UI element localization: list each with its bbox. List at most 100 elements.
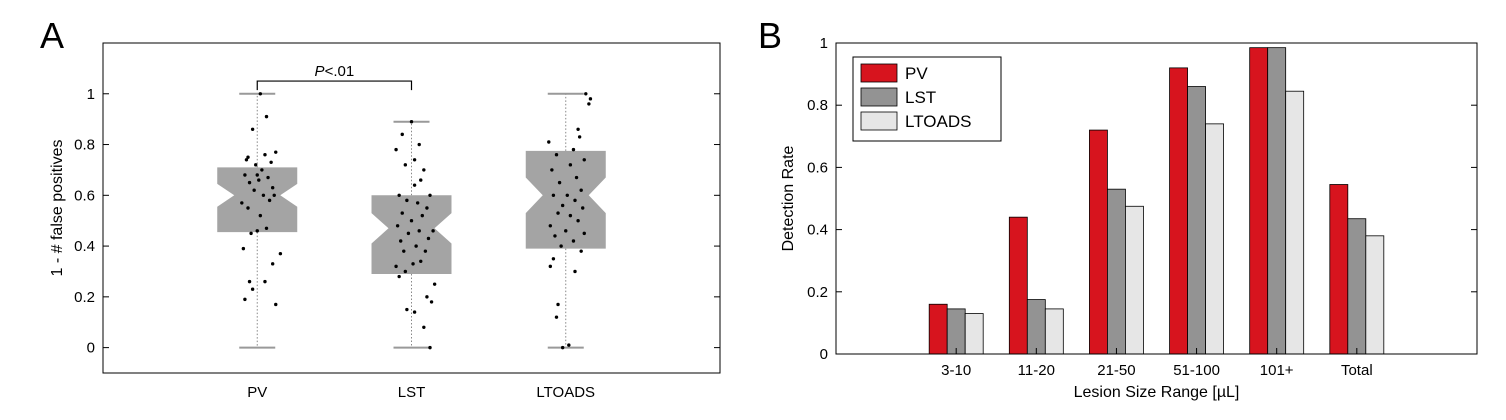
data-point <box>409 218 414 223</box>
y-tick-label: 0.6 <box>807 159 828 176</box>
data-point <box>402 249 406 253</box>
panel-b-axes-frame <box>835 42 1478 355</box>
data-point <box>405 198 409 203</box>
x-tick-label: 3-10 <box>941 362 971 379</box>
x-tick-label: 21-50 <box>1097 362 1135 379</box>
data-point <box>425 206 429 210</box>
data-point <box>576 218 580 223</box>
bar-ltoads <box>1044 308 1064 355</box>
legend-swatch-lst <box>860 87 898 107</box>
data-point <box>579 188 583 192</box>
data-point <box>573 269 577 274</box>
bar-pv <box>1008 216 1028 355</box>
data-point <box>564 229 568 233</box>
data-point <box>567 343 571 347</box>
data-point <box>422 325 426 330</box>
y-tick-label: 0.4 <box>74 238 95 255</box>
data-point <box>571 239 576 243</box>
data-point <box>257 178 261 182</box>
data-point <box>571 147 576 152</box>
y-tick-label: 0 <box>87 340 95 357</box>
data-point <box>428 345 432 350</box>
data-point <box>582 158 586 162</box>
bar-ltoads <box>1365 235 1385 355</box>
data-point <box>249 231 253 236</box>
data-point <box>431 229 435 233</box>
data-point <box>556 211 560 215</box>
data-point <box>263 279 267 284</box>
data-point <box>565 193 569 198</box>
legend-label: LST <box>905 88 936 107</box>
panel-a-letter: A <box>40 15 64 56</box>
bar-pv <box>1169 67 1188 355</box>
y-tick-label: 0.6 <box>74 187 95 204</box>
data-point <box>261 193 266 198</box>
data-point <box>405 307 409 312</box>
data-point <box>584 92 588 96</box>
data-point <box>414 244 418 248</box>
data-point <box>266 175 270 180</box>
panel-b-y-axis-label: Detection Rate <box>780 145 797 251</box>
bar-lst <box>1107 188 1126 355</box>
data-point <box>419 259 423 264</box>
data-point <box>246 206 250 210</box>
y-tick-label: 1 <box>820 35 828 52</box>
data-point <box>420 213 424 218</box>
data-point <box>573 198 577 203</box>
data-point <box>397 274 401 279</box>
panel-a: A 1 - # false positives P<.01 0 0.2 0.4 0.6… <box>40 15 721 401</box>
y-tick-label: 0.2 <box>807 284 828 301</box>
x-tick-label: LST <box>398 384 426 401</box>
data-point <box>588 97 593 101</box>
data-point <box>432 282 437 286</box>
data-point <box>419 178 423 182</box>
data-point <box>403 163 408 167</box>
data-point <box>581 206 585 210</box>
bar-ltoads <box>1205 123 1224 355</box>
data-point <box>582 231 586 236</box>
data-point <box>244 158 249 162</box>
data-point <box>548 264 553 269</box>
notched-box <box>525 150 606 249</box>
data-point <box>412 183 417 187</box>
x-tick-label: 51-100 <box>1173 362 1220 379</box>
data-point <box>278 251 283 256</box>
data-point <box>429 300 434 304</box>
data-point <box>560 345 565 350</box>
bar-lst <box>946 308 966 355</box>
data-point <box>553 234 557 238</box>
data-point <box>399 239 403 243</box>
data-point <box>274 150 278 154</box>
x-tick-label: LTOADS <box>536 384 595 401</box>
bar-ltoads <box>1285 90 1305 355</box>
panel-b-x-axis-label: Lesion Size Range [µL] <box>1074 384 1240 401</box>
data-point <box>551 193 556 198</box>
data-point <box>426 236 431 241</box>
bar-pv <box>1329 184 1349 355</box>
y-tick-label: 1 <box>87 86 95 103</box>
data-point <box>415 201 420 205</box>
data-point <box>395 224 400 228</box>
data-point <box>551 257 556 261</box>
data-point <box>264 226 269 231</box>
data-point <box>412 310 417 314</box>
data-point <box>252 188 256 192</box>
data-point <box>270 185 275 190</box>
y-tick-label: 0.8 <box>807 97 828 114</box>
y-tick-label: 0.2 <box>74 289 95 306</box>
panel-b-legend: PV LST LTOADS <box>852 56 1002 142</box>
data-point <box>247 279 252 284</box>
data-point <box>554 152 559 157</box>
bar-pv <box>1249 47 1269 355</box>
data-point <box>250 127 255 132</box>
bar-lst <box>1187 86 1206 355</box>
bar-ltoads <box>1125 205 1144 355</box>
data-point <box>243 297 247 302</box>
legend-swatch-pv <box>860 63 898 83</box>
data-point <box>394 147 398 152</box>
data-point <box>400 211 404 215</box>
data-point <box>587 102 591 106</box>
data-point <box>274 302 278 307</box>
data-point <box>559 244 563 248</box>
